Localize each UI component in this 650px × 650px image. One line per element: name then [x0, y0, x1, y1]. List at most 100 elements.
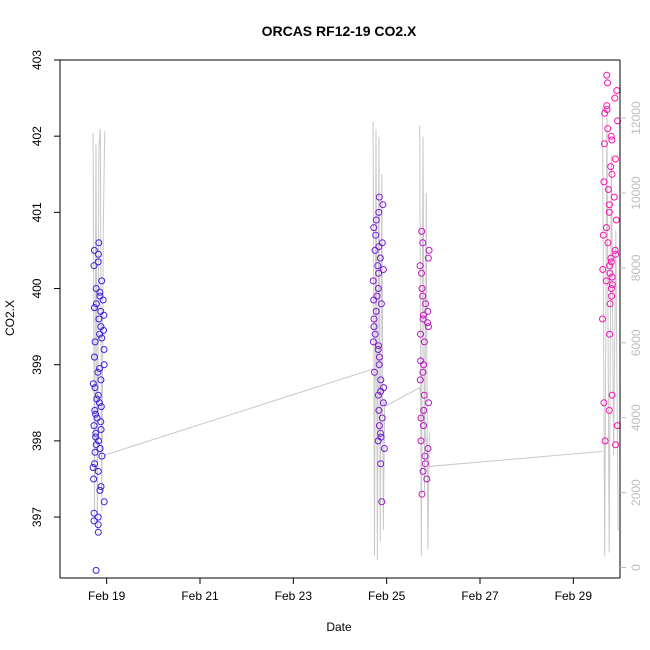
data-point [417, 414, 425, 422]
data-point [97, 376, 105, 384]
data-point [371, 246, 379, 254]
data-point [100, 326, 107, 334]
data-point [92, 429, 100, 437]
data-point [607, 258, 615, 266]
data-point [419, 315, 427, 323]
altitude-trace [602, 106, 619, 557]
x-tick-label: Feb 19 [88, 589, 126, 603]
y-tick-label: 400 [30, 278, 44, 298]
data-point [612, 250, 620, 258]
data-point [94, 368, 102, 376]
data-point [603, 71, 611, 79]
data-point [424, 319, 431, 327]
y2-tick-label: 10000 [629, 176, 643, 210]
y-axis-title: CO2.X [3, 300, 17, 336]
data-point [420, 406, 428, 414]
data-point [91, 384, 99, 392]
y2-tick-label: 0 [629, 564, 643, 571]
y2-tick-label: 8000 [629, 254, 643, 281]
data-point [372, 216, 380, 224]
data-point [94, 521, 102, 529]
y-tick-label: 403 [30, 50, 44, 70]
data-point [418, 490, 426, 498]
data-point [375, 353, 383, 361]
data-point [606, 201, 613, 209]
data-point [375, 269, 383, 277]
data-point [604, 186, 612, 193]
data-point [94, 467, 102, 475]
data-point [612, 216, 620, 224]
data-point [419, 467, 427, 475]
data-point [418, 269, 425, 277]
data-point [599, 266, 607, 273]
data-point [608, 391, 616, 399]
data-point [371, 330, 379, 338]
y-tick-label: 399 [30, 354, 44, 374]
data-point [377, 387, 385, 395]
data-point [379, 201, 387, 209]
data-point [606, 262, 614, 270]
data-point [600, 178, 608, 186]
data-point [98, 334, 106, 342]
data-point [417, 357, 425, 365]
data-point [92, 433, 100, 441]
data-point [372, 307, 380, 315]
data-point [420, 338, 428, 346]
data-point [610, 193, 618, 201]
data-point [93, 414, 101, 422]
y-tick-label: 402 [30, 126, 44, 146]
data-point [90, 422, 98, 430]
data-point [611, 246, 619, 254]
data-point [417, 437, 425, 445]
data-point [91, 353, 98, 361]
data-point [372, 231, 380, 239]
y2-tick-label: 4000 [629, 404, 643, 431]
data-point [99, 296, 107, 304]
data-point [419, 368, 427, 376]
data-point [370, 224, 378, 232]
plot-area [89, 71, 621, 574]
data-point [419, 292, 427, 300]
data-point [96, 486, 104, 494]
data-point [89, 380, 97, 388]
data-point [376, 254, 384, 262]
data-point [95, 239, 103, 247]
data-point [422, 300, 429, 308]
data-point [423, 475, 431, 483]
data-point [90, 246, 98, 254]
data-point [420, 391, 428, 399]
data-point [96, 445, 104, 452]
data-point [369, 338, 377, 346]
data-point [377, 433, 385, 441]
data-point [601, 437, 609, 445]
y-tick-label: 397 [30, 507, 44, 527]
data-point [374, 285, 382, 292]
data-point [611, 155, 619, 163]
data-point [378, 498, 386, 506]
data-point [424, 307, 432, 315]
data-point [375, 193, 383, 201]
data-point [606, 330, 614, 338]
data-point [98, 277, 106, 285]
data-point [425, 246, 433, 254]
x-tick-label: Feb 25 [368, 589, 406, 603]
data-point [377, 429, 384, 437]
data-point [605, 406, 613, 414]
data-point [96, 365, 103, 372]
data-point [424, 323, 432, 331]
data-point [603, 102, 611, 110]
data-point [379, 399, 387, 407]
data-point [418, 285, 426, 292]
data-point [100, 361, 108, 369]
data-point [91, 304, 98, 312]
data-point [100, 311, 108, 319]
data-point [607, 132, 615, 140]
data-point [97, 403, 105, 411]
altitude-trace [372, 121, 386, 561]
data-point [608, 292, 616, 300]
data-point [418, 227, 426, 235]
data-point [611, 94, 619, 102]
data-point [600, 399, 608, 407]
data-point [377, 460, 385, 468]
